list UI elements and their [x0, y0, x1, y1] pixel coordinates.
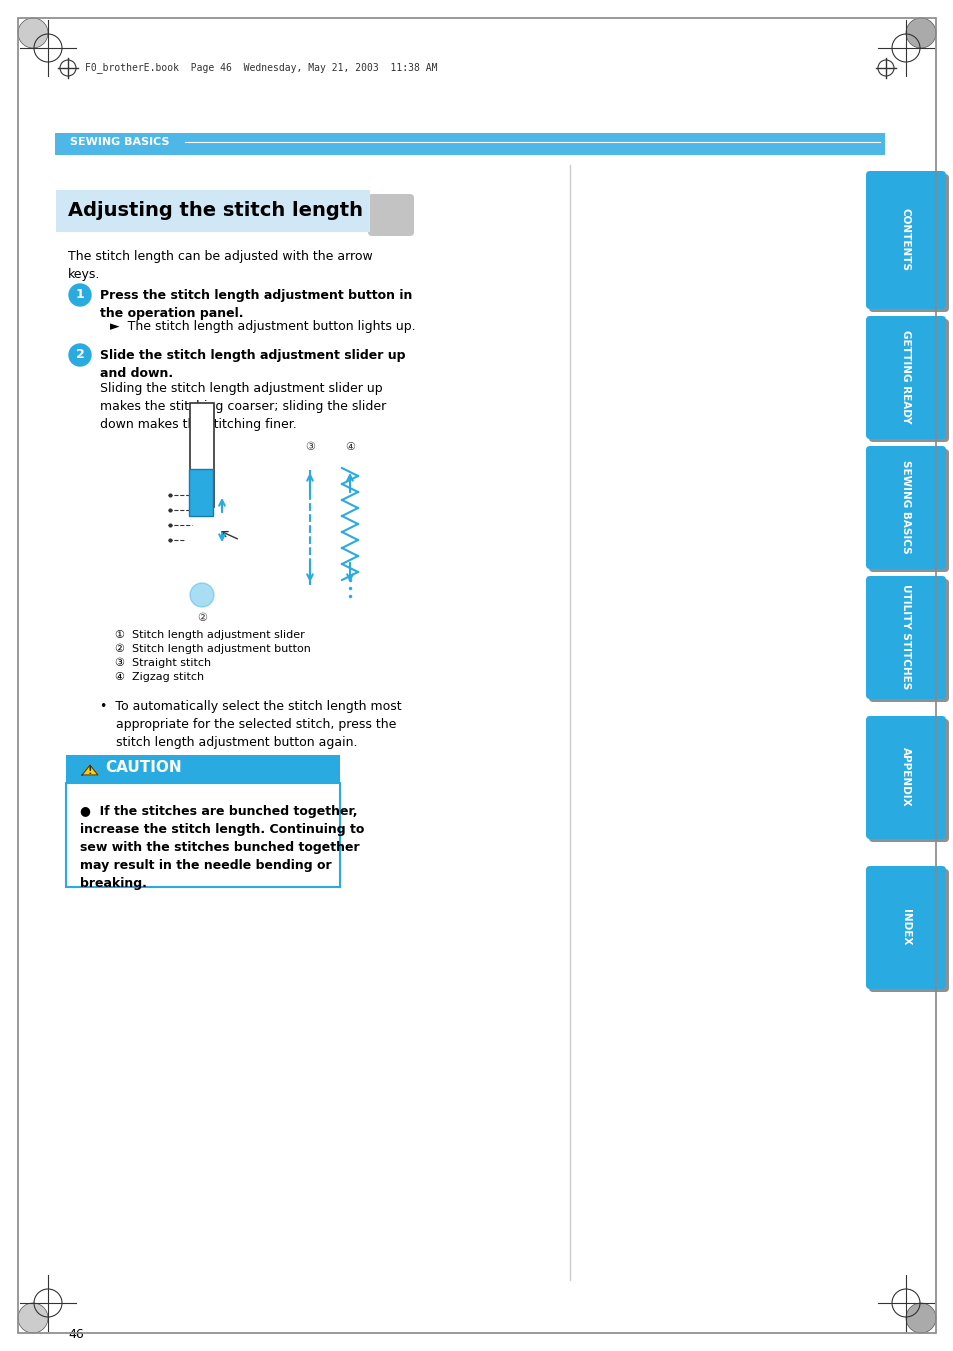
Text: Press the stitch length adjustment button in
the operation panel.: Press the stitch length adjustment butto… — [100, 289, 412, 320]
FancyBboxPatch shape — [56, 190, 370, 232]
Text: UTILITY STITCHES: UTILITY STITCHES — [900, 585, 910, 689]
Text: INDEX: INDEX — [900, 909, 910, 946]
Text: ►  The stitch length adjustment button lights up.: ► The stitch length adjustment button li… — [110, 320, 416, 332]
FancyBboxPatch shape — [66, 755, 339, 788]
FancyBboxPatch shape — [55, 132, 884, 155]
Text: CONTENTS: CONTENTS — [900, 208, 910, 272]
FancyBboxPatch shape — [865, 576, 945, 698]
Text: APPENDIX: APPENDIX — [900, 747, 910, 807]
FancyBboxPatch shape — [865, 716, 945, 839]
Text: !: ! — [88, 766, 92, 775]
FancyBboxPatch shape — [66, 784, 339, 888]
Text: GETTING READY: GETTING READY — [900, 330, 910, 424]
FancyBboxPatch shape — [368, 195, 414, 236]
Text: ③: ③ — [305, 442, 314, 453]
Text: ④  Zigzag stitch: ④ Zigzag stitch — [115, 671, 204, 682]
Text: ③  Straight stitch: ③ Straight stitch — [115, 658, 211, 669]
Circle shape — [905, 18, 935, 49]
Text: SEWING BASICS: SEWING BASICS — [70, 136, 170, 147]
FancyBboxPatch shape — [868, 174, 948, 312]
FancyBboxPatch shape — [868, 449, 948, 571]
FancyBboxPatch shape — [865, 446, 945, 569]
Text: The stitch length can be adjusted with the arrow
keys.: The stitch length can be adjusted with t… — [68, 250, 373, 281]
Text: Adjusting the stitch length: Adjusting the stitch length — [68, 200, 363, 219]
Text: CAUTION: CAUTION — [105, 761, 181, 775]
Circle shape — [190, 584, 213, 607]
Text: F0_brotherE.book  Page 46  Wednesday, May 21, 2003  11:38 AM: F0_brotherE.book Page 46 Wednesday, May … — [85, 62, 437, 73]
Text: ②: ② — [196, 613, 207, 623]
Text: 2: 2 — [75, 349, 84, 362]
FancyBboxPatch shape — [868, 719, 948, 842]
Circle shape — [905, 1302, 935, 1333]
Circle shape — [18, 18, 48, 49]
Text: •  To automatically select the stitch length most
    appropriate for the select: • To automatically select the stitch len… — [100, 700, 401, 748]
Circle shape — [69, 284, 91, 305]
FancyBboxPatch shape — [868, 319, 948, 442]
Polygon shape — [82, 765, 98, 775]
Text: Sliding the stitch length adjustment slider up
makes the stitching coarser; slid: Sliding the stitch length adjustment sli… — [100, 382, 386, 431]
Text: 1: 1 — [75, 289, 84, 301]
Text: SEWING BASICS: SEWING BASICS — [900, 461, 910, 554]
FancyBboxPatch shape — [868, 580, 948, 703]
FancyBboxPatch shape — [865, 316, 945, 439]
Text: 46: 46 — [68, 1328, 84, 1342]
Circle shape — [69, 345, 91, 366]
Circle shape — [18, 1302, 48, 1333]
Text: ①: ① — [199, 440, 209, 450]
FancyBboxPatch shape — [189, 469, 213, 516]
Text: ●  If the stitches are bunched together,
increase the stitch length. Continuing : ● If the stitches are bunched together, … — [80, 805, 364, 890]
Text: Slide the stitch length adjustment slider up
and down.: Slide the stitch length adjustment slide… — [100, 349, 405, 380]
FancyBboxPatch shape — [865, 172, 945, 309]
FancyBboxPatch shape — [865, 866, 945, 989]
FancyBboxPatch shape — [190, 403, 213, 507]
Text: ①  Stitch length adjustment slider: ① Stitch length adjustment slider — [115, 630, 304, 640]
Text: ②  Stitch length adjustment button: ② Stitch length adjustment button — [115, 644, 311, 654]
FancyBboxPatch shape — [868, 869, 948, 992]
Text: ④: ④ — [345, 442, 355, 453]
